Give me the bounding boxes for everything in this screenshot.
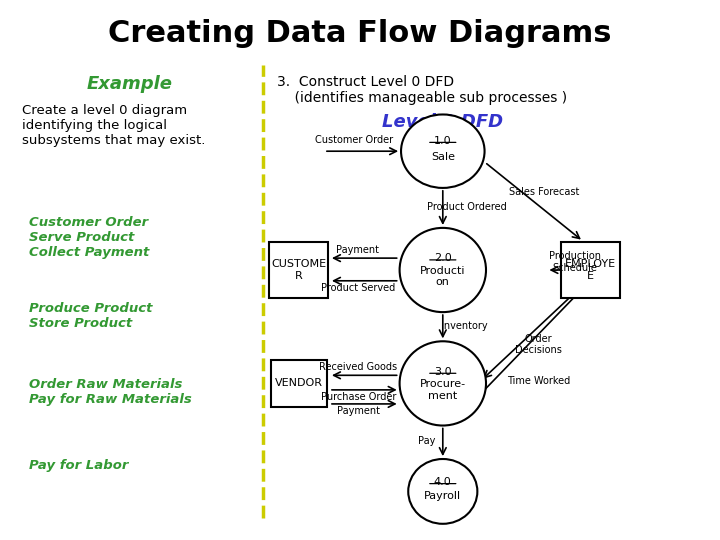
Text: 4.0: 4.0 [434,477,451,487]
Text: Customer Order
Serve Product
Collect Payment: Customer Order Serve Product Collect Pay… [29,216,149,259]
Text: EMPLOYE
E: EMPLOYE E [564,259,616,281]
Ellipse shape [401,114,485,188]
Text: Inventory: Inventory [441,321,487,331]
Text: Received Goods: Received Goods [320,362,397,372]
Text: Product Served: Product Served [320,283,395,293]
Text: Pay for Labor: Pay for Labor [29,459,128,472]
Text: 2.0: 2.0 [434,253,451,263]
Text: Sale: Sale [431,152,455,161]
Text: Product Ordered: Product Ordered [427,202,506,212]
Ellipse shape [400,341,486,426]
Text: Customer Order: Customer Order [315,136,393,145]
Text: Create a level 0 diagram
identifying the logical
subsystems that may exist.: Create a level 0 diagram identifying the… [22,104,205,147]
Text: Sales Forecast: Sales Forecast [509,187,580,197]
Text: VENDOR: VENDOR [275,379,323,388]
Text: CUSTOME
R: CUSTOME R [271,259,326,281]
Text: 3.0: 3.0 [434,367,451,376]
Text: Example: Example [86,75,173,92]
Text: Payment: Payment [337,407,380,416]
Text: Payroll: Payroll [424,491,462,501]
Ellipse shape [408,459,477,524]
Text: Production
Schedule: Production Schedule [549,251,600,273]
Text: Level 0 DFD: Level 0 DFD [382,113,503,131]
Text: Produce Product
Store Product: Produce Product Store Product [29,302,153,330]
Bar [271,360,327,407]
Text: Producti
on: Producti on [420,266,466,287]
Text: Creating Data Flow Diagrams: Creating Data Flow Diagrams [108,19,612,48]
Bar [269,241,328,298]
Text: Pay: Pay [418,436,436,446]
Text: 1.0: 1.0 [434,136,451,146]
Text: Procure-
ment: Procure- ment [420,379,466,401]
Text: Purchase Order: Purchase Order [321,393,396,402]
Ellipse shape [400,228,486,312]
Bar [561,241,620,298]
Text: 3.  Construct Level 0 DFD
    (identifies manageable sub processes ): 3. Construct Level 0 DFD (identifies man… [277,75,567,105]
Text: Payment: Payment [336,245,379,255]
Text: Order
Decisions: Order Decisions [515,334,562,355]
Text: Time Worked: Time Worked [507,376,570,386]
Text: Order Raw Materials
Pay for Raw Materials: Order Raw Materials Pay for Raw Material… [29,378,192,406]
